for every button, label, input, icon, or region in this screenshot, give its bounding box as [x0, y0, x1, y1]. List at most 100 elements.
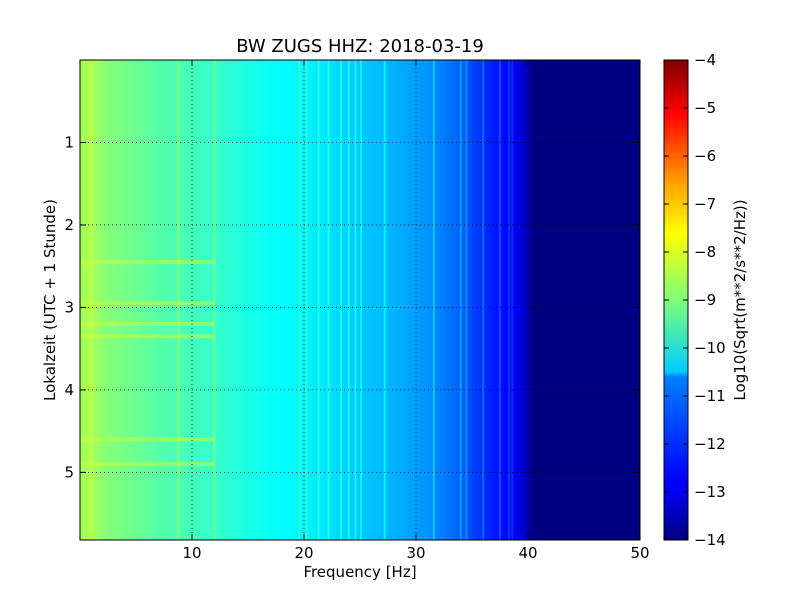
spectrogram-column: [211, 60, 215, 540]
spectrogram-column: [136, 60, 140, 540]
spectrogram-column: [164, 60, 168, 540]
spectral-lines: [177, 60, 514, 540]
spectral-line: [347, 60, 350, 540]
spectrogram-column: [424, 60, 428, 540]
y-tick-label: 2: [64, 216, 74, 234]
spectrogram-column: [144, 60, 148, 540]
spectral-line: [360, 60, 363, 540]
spectrogram-column: [544, 60, 548, 540]
spectrogram-column: [626, 60, 630, 540]
colorbar-tick-label: −13: [694, 483, 726, 501]
colorbar-label: Log10(Sqrt(m**2/s**2/Hz)): [731, 199, 749, 400]
spectrogram-column: [402, 60, 406, 540]
spectrogram-column: [427, 60, 431, 540]
spectrogram-column: [270, 60, 274, 540]
spectrogram-column: [91, 60, 95, 540]
spectrogram-column: [231, 60, 235, 540]
spectrogram-column: [161, 60, 165, 540]
spectrogram-column: [379, 60, 383, 540]
spectrogram-column: [385, 60, 389, 540]
spectrogram-column: [175, 60, 179, 540]
spectrogram-column: [284, 60, 288, 540]
spectrogram-column: [122, 60, 126, 540]
spectrogram-column: [455, 60, 459, 540]
spectral-line: [305, 60, 308, 540]
colorbar-tick-label: −7: [694, 195, 716, 213]
spectrogram-column: [88, 60, 92, 540]
spectrogram-column: [217, 60, 221, 540]
spectrogram-column: [404, 60, 408, 540]
spectrogram-column: [612, 60, 616, 540]
spectrogram-column: [567, 60, 571, 540]
spectrogram-column: [234, 60, 238, 540]
spectrogram-column: [410, 60, 414, 540]
colorbar-tick-label: −10: [694, 339, 726, 357]
spectrogram-column: [466, 60, 470, 540]
spectrogram-column: [519, 60, 523, 540]
spectrogram-column: [483, 60, 487, 540]
spectrogram-column: [180, 60, 184, 540]
spectral-line: [298, 60, 301, 540]
y-tick-label: 5: [64, 463, 74, 481]
spectrogram-column: [547, 60, 551, 540]
spectrogram-column: [99, 60, 103, 540]
spectral-line: [499, 60, 501, 540]
spectrogram-column: [374, 60, 378, 540]
spectrogram-column: [278, 60, 282, 540]
spectrogram-column: [598, 60, 602, 540]
broadband-event: [80, 301, 215, 306]
spectral-line: [327, 60, 330, 540]
spectrogram-column: [343, 60, 347, 540]
spectrogram-column: [276, 60, 280, 540]
spectrogram-column: [245, 60, 249, 540]
spectrogram-column: [273, 60, 277, 540]
spectrogram-column: [172, 60, 176, 540]
spectral-line: [432, 60, 435, 540]
spectrogram-column: [124, 60, 128, 540]
spectrogram-column: [206, 60, 210, 540]
spectrogram-column: [438, 60, 442, 540]
spectrogram-columns: [80, 60, 640, 540]
broadband-event: [80, 334, 215, 339]
spectrogram-column: [474, 60, 478, 540]
spectrogram-column: [502, 60, 506, 540]
spectrogram-column: [617, 60, 621, 540]
spectrogram-column: [606, 60, 610, 540]
spectral-line: [177, 60, 180, 540]
spectrogram-column: [242, 60, 246, 540]
spectrogram-column: [127, 60, 131, 540]
spectrogram-column: [96, 60, 100, 540]
spectrogram-column: [259, 60, 263, 540]
spectrogram-column: [449, 60, 453, 540]
spectrogram-column: [388, 60, 392, 540]
spectrogram-column: [80, 60, 84, 540]
spectrogram-column: [620, 60, 624, 540]
spectrogram-column: [472, 60, 476, 540]
spectrogram-column: [208, 60, 212, 540]
spectrogram-column: [368, 60, 372, 540]
colorbar-tick-label: −8: [694, 243, 716, 261]
spectrogram-column: [94, 60, 98, 540]
spectrogram-column: [469, 60, 473, 540]
colorbar-tick-label: −5: [694, 99, 716, 117]
spectrogram-column: [183, 60, 187, 540]
colorbar-ticks: −4 −5 −6 −7 −8 −9 −10 −11 −12 −13 −14: [664, 51, 726, 549]
spectrogram-column: [371, 60, 375, 540]
spectrogram-column: [376, 60, 380, 540]
spectrogram-column: [130, 60, 134, 540]
spectrogram-column: [362, 60, 366, 540]
spectrogram-column: [189, 60, 193, 540]
colorbar-tick-label: −9: [694, 291, 716, 309]
spectrogram-column: [558, 60, 562, 540]
x-tick-label: 40: [518, 544, 537, 562]
spectrogram-column: [119, 60, 123, 540]
colorbar-tick-label: −12: [694, 435, 726, 453]
spectrogram-column: [522, 60, 526, 540]
spectrogram-column: [253, 60, 257, 540]
plot-frame: [79, 59, 641, 541]
spectrogram-column: [110, 60, 114, 540]
y-tick-label: 1: [64, 133, 74, 151]
spectrogram-column: [203, 60, 207, 540]
spectrogram-column: [116, 60, 120, 540]
